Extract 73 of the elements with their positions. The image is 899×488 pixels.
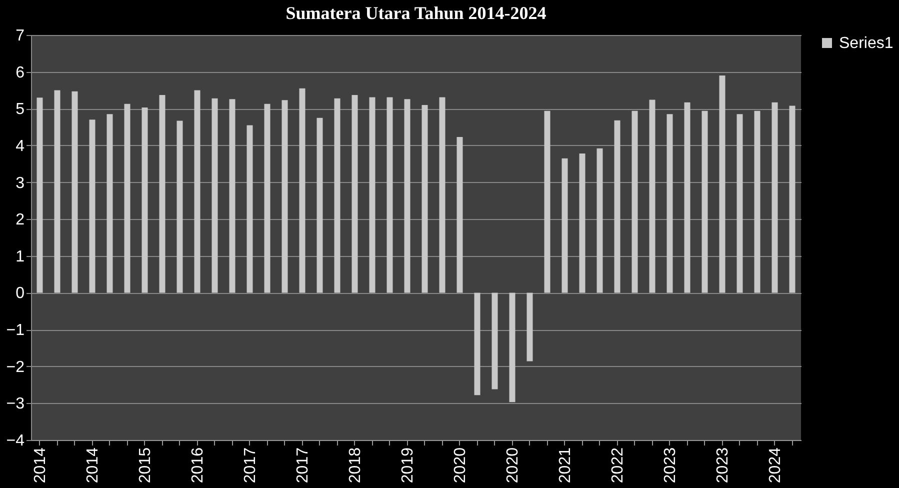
bar bbox=[334, 98, 340, 293]
bar bbox=[649, 100, 656, 293]
bar bbox=[404, 99, 410, 293]
bar bbox=[282, 100, 288, 293]
x-tick-label: 2017 bbox=[242, 447, 259, 484]
bar bbox=[544, 110, 550, 293]
bar bbox=[159, 95, 166, 293]
y-tick-label: 4 bbox=[16, 138, 25, 155]
x-tick-label: 2022 bbox=[609, 447, 626, 484]
bar bbox=[36, 98, 43, 293]
bar bbox=[142, 108, 148, 293]
legend-label: Series1 bbox=[839, 35, 894, 52]
chart-title: Sumatera Utara Tahun 2014-2024 bbox=[286, 3, 546, 23]
bar bbox=[246, 125, 253, 293]
x-tick-label: 2018 bbox=[346, 447, 364, 484]
x-tick-label: 2023 bbox=[714, 447, 732, 484]
bar bbox=[474, 292, 480, 396]
bar bbox=[492, 292, 498, 390]
y-tick-label: −1 bbox=[6, 322, 25, 340]
y-tick-label: 2 bbox=[16, 212, 25, 229]
x-tick-label: 2023 bbox=[662, 447, 679, 484]
bar bbox=[124, 104, 130, 293]
x-tick-label: 2015 bbox=[136, 447, 154, 484]
bar bbox=[666, 114, 673, 293]
bar bbox=[684, 102, 690, 293]
bar bbox=[54, 90, 60, 293]
bar bbox=[106, 114, 113, 293]
y-tick-label: −2 bbox=[6, 358, 25, 376]
x-tick-label: 2024 bbox=[766, 447, 784, 484]
bar bbox=[526, 292, 533, 362]
y-tick-label: −3 bbox=[6, 396, 25, 413]
y-tick-label: 1 bbox=[16, 248, 25, 266]
bar bbox=[229, 99, 236, 293]
bar bbox=[316, 118, 323, 293]
bar bbox=[352, 95, 358, 293]
y-tick-label: 3 bbox=[16, 174, 25, 192]
bar bbox=[702, 110, 708, 293]
bar bbox=[632, 110, 638, 293]
x-tick-label: 2016 bbox=[189, 447, 206, 484]
bar bbox=[754, 110, 760, 293]
bar bbox=[194, 90, 200, 293]
bar bbox=[72, 91, 78, 293]
bar bbox=[264, 104, 270, 293]
bar bbox=[719, 76, 726, 293]
x-tick-label: 2020 bbox=[452, 447, 469, 484]
bar bbox=[736, 114, 743, 293]
bar bbox=[212, 98, 218, 293]
y-tick-label: 6 bbox=[16, 64, 25, 82]
bar bbox=[596, 148, 603, 293]
x-tick-label: 2014 bbox=[32, 447, 49, 484]
bar bbox=[299, 88, 306, 293]
bar bbox=[89, 120, 96, 293]
y-tick-label: 0 bbox=[16, 285, 25, 302]
y-tick-label: 7 bbox=[16, 28, 25, 44]
x-tick-label: 2019 bbox=[399, 447, 416, 484]
x-tick-label: 2014 bbox=[84, 447, 102, 484]
bar bbox=[789, 106, 796, 293]
bar bbox=[386, 97, 393, 293]
bar bbox=[176, 120, 183, 293]
bar bbox=[579, 154, 586, 293]
bar bbox=[772, 102, 778, 293]
bar bbox=[509, 292, 516, 402]
x-tick-label: 2017 bbox=[294, 447, 312, 484]
bar bbox=[614, 120, 620, 293]
x-tick-label: 2021 bbox=[556, 447, 574, 484]
bar bbox=[456, 136, 463, 293]
bar bbox=[439, 97, 446, 293]
bar bbox=[422, 104, 428, 293]
x-tick-label: 2020 bbox=[504, 447, 522, 484]
y-tick-label: −4 bbox=[6, 432, 25, 450]
bar bbox=[369, 97, 376, 293]
bar bbox=[562, 158, 568, 293]
y-tick-label: 5 bbox=[16, 101, 25, 118]
